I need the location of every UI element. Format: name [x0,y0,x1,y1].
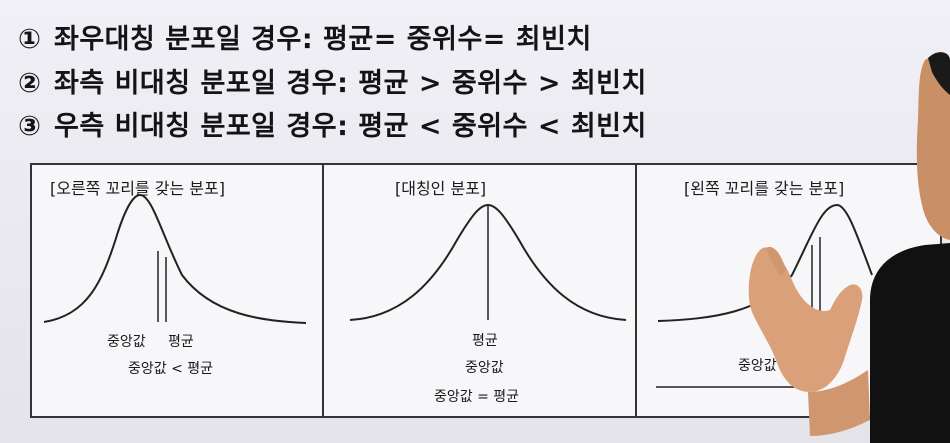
rule-text: 좌측 비대칭 분포일 경우: 평균 > 중위수 > 최빈치 [54,68,647,99]
mean-label: 평균 [168,334,194,350]
panel-divider [635,165,637,416]
distribution-curves [43,193,873,388]
rule-text: 우측 비대칭 분포일 경우: 평균 < 중위수 < 최빈치 [54,111,647,142]
median-label: 중앙값 [738,358,777,374]
rule-text: 좌우대칭 분포일 경우: 평균= 중위수= 최빈치 [54,24,592,55]
rule-number: ① [18,24,42,55]
relation-label: 중앙값 < 평균 [128,361,214,377]
presenter-finger [766,246,786,276]
rule-number: ② [18,68,42,99]
rule-left-skew: ② 좌측 비대칭 분포일 경우: 평균 > 중위수 > 최빈치 [18,61,647,100]
panel-title-symmetric: [대칭인 분포] [395,179,487,198]
presenter-head [916,55,950,240]
presenter-hair [928,52,950,95]
presenter-hand [748,247,863,392]
presenter-torso [870,243,950,443]
median-label: 중앙값 [107,334,146,350]
panel-title-right-tail: [오른쪽 꼬리를 갖는 분포] [50,179,225,198]
median-label: 중앙값 [465,360,504,376]
panel-divider [322,165,324,416]
rule-number: ③ [18,111,42,142]
left-tail-curve [657,203,873,322]
rule-symmetric: ① 좌우대칭 분포일 경우: 평균= 중위수= 최빈치 [18,17,592,56]
panel-title-left-tail: [왼쪽 꼬리를 갖는 분포] [684,179,845,198]
right-tail-curve [43,193,307,324]
mean-label: 평균 [472,333,498,349]
rule-right-skew: ③ 우측 비대칭 분포일 경우: 평균 < 중위수 < 최빈치 [18,104,647,143]
presenter-illustration [748,52,950,443]
relation-label: 중앙값 = 평균 [434,389,520,405]
presenter-wrist [808,370,870,436]
